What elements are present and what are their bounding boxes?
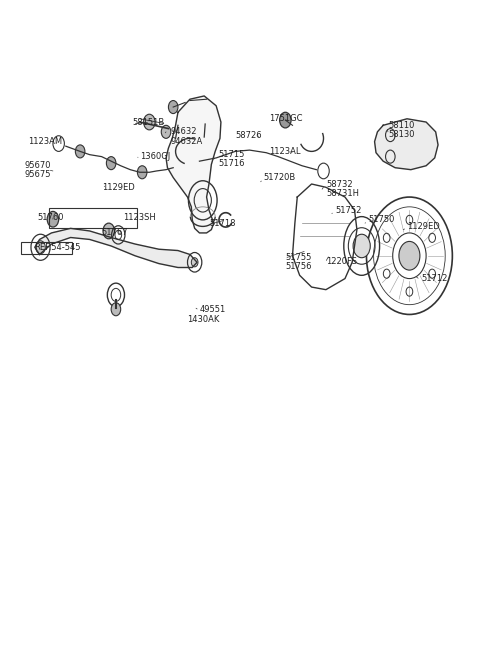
Circle shape bbox=[399, 242, 420, 270]
Circle shape bbox=[192, 257, 198, 267]
Text: 51715: 51715 bbox=[218, 150, 245, 159]
Text: 51716: 51716 bbox=[218, 159, 245, 168]
Text: 58130: 58130 bbox=[388, 130, 414, 139]
Text: 49551: 49551 bbox=[199, 305, 226, 314]
Circle shape bbox=[161, 125, 171, 138]
Text: 58726: 58726 bbox=[235, 130, 262, 140]
Circle shape bbox=[144, 114, 155, 130]
Circle shape bbox=[353, 234, 370, 257]
Text: 58732: 58732 bbox=[326, 179, 352, 189]
Polygon shape bbox=[35, 229, 197, 267]
Text: 94632: 94632 bbox=[171, 127, 197, 136]
Circle shape bbox=[75, 145, 85, 158]
Circle shape bbox=[47, 212, 59, 227]
Text: 1220FS: 1220FS bbox=[326, 257, 357, 266]
Text: 58151B: 58151B bbox=[132, 117, 165, 126]
Text: 95675: 95675 bbox=[24, 170, 51, 179]
Circle shape bbox=[36, 241, 45, 253]
Text: 51718: 51718 bbox=[209, 219, 236, 228]
Text: 51755: 51755 bbox=[285, 253, 312, 261]
Text: 51760: 51760 bbox=[37, 214, 64, 223]
Text: 51712: 51712 bbox=[421, 274, 448, 283]
Text: 1360GJ: 1360GJ bbox=[140, 152, 170, 161]
Text: 1123AL: 1123AL bbox=[269, 147, 300, 156]
Text: 1129ED: 1129ED bbox=[102, 183, 134, 192]
Text: 1129ED: 1129ED bbox=[407, 222, 440, 231]
Circle shape bbox=[168, 100, 178, 113]
Circle shape bbox=[137, 166, 147, 179]
Text: 1123SH: 1123SH bbox=[123, 214, 156, 223]
Text: 95670: 95670 bbox=[24, 161, 51, 170]
Circle shape bbox=[107, 157, 116, 170]
Text: 51767: 51767 bbox=[102, 229, 128, 237]
Text: 94632A: 94632A bbox=[171, 137, 203, 146]
Text: 58731H: 58731H bbox=[326, 189, 359, 198]
Circle shape bbox=[280, 112, 291, 128]
Circle shape bbox=[103, 223, 115, 239]
Text: 51752: 51752 bbox=[336, 206, 362, 215]
Circle shape bbox=[111, 303, 120, 316]
Text: 1123AM: 1123AM bbox=[28, 137, 62, 146]
Text: 1751GC: 1751GC bbox=[269, 114, 302, 123]
Text: 51750: 51750 bbox=[369, 215, 395, 225]
Text: 58110: 58110 bbox=[388, 121, 414, 130]
Text: 51756: 51756 bbox=[285, 262, 312, 271]
Text: 1430AK: 1430AK bbox=[188, 314, 220, 324]
Text: REF.54-545: REF.54-545 bbox=[34, 244, 80, 252]
Text: 51720B: 51720B bbox=[264, 173, 296, 182]
Polygon shape bbox=[166, 96, 221, 233]
Polygon shape bbox=[374, 119, 438, 170]
